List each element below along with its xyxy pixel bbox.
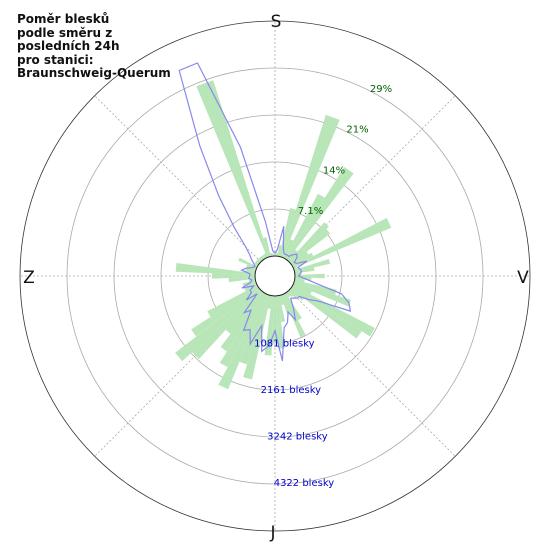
percent-bar bbox=[289, 288, 304, 301]
percent-bar bbox=[285, 167, 354, 261]
percent-bar bbox=[284, 193, 325, 260]
percent-bar bbox=[196, 80, 269, 258]
count-tick-label: 3242 blesky bbox=[267, 431, 328, 442]
direction-labels: S V J Z bbox=[23, 12, 529, 543]
center-circle bbox=[254, 255, 296, 297]
percent-bar bbox=[256, 259, 261, 264]
count-tick-label: 4322 blesky bbox=[274, 478, 335, 489]
percent-bars bbox=[175, 80, 392, 390]
percent-bar bbox=[292, 217, 392, 269]
percent-tick-label: 7.1% bbox=[298, 206, 323, 217]
chart-title-line-5: Braunschweig-Querum bbox=[17, 66, 171, 80]
direction-west-label: Z bbox=[23, 268, 35, 288]
percent-bar bbox=[272, 296, 278, 343]
percent-bar bbox=[285, 291, 291, 298]
percent-bar bbox=[191, 289, 262, 360]
percent-bar bbox=[270, 252, 273, 257]
direction-south-label: J bbox=[269, 523, 275, 543]
chart-title-line-2: podle směru z bbox=[17, 25, 113, 40]
percent-bar bbox=[175, 263, 256, 276]
count-line bbox=[178, 62, 352, 362]
count-tick-label: 1081 blesky bbox=[254, 338, 315, 349]
percent-bar bbox=[279, 295, 284, 306]
grid-ring bbox=[207, 208, 343, 344]
count-tick-label: 2161 blesky bbox=[261, 385, 322, 396]
percent-bar bbox=[275, 295, 285, 349]
percent-tick-label: 14% bbox=[323, 165, 345, 176]
chart-title-line-3: posledních 24h bbox=[17, 39, 120, 53]
count-line-series bbox=[178, 62, 352, 362]
percent-bar bbox=[272, 253, 275, 257]
percent-bar bbox=[293, 282, 351, 307]
percent-bar bbox=[246, 282, 257, 288]
percent-bar bbox=[220, 291, 265, 352]
percent-bar bbox=[175, 288, 261, 362]
percent-bar bbox=[294, 267, 315, 274]
percent-bar bbox=[281, 294, 291, 314]
percent-bar bbox=[263, 253, 268, 259]
percent-bar bbox=[277, 245, 282, 257]
percent-bar bbox=[288, 222, 329, 263]
percent-bar bbox=[294, 278, 305, 283]
direction-north-label: S bbox=[271, 12, 282, 32]
percent-bar bbox=[282, 239, 294, 259]
percent-tick-label: 29% bbox=[370, 84, 392, 95]
percent-bar bbox=[292, 283, 312, 295]
grid-spoke bbox=[288, 95, 456, 263]
percent-bar bbox=[291, 285, 375, 337]
percent-tick-label: 21% bbox=[346, 125, 368, 136]
percent-bar bbox=[287, 290, 293, 298]
grid bbox=[19, 20, 531, 532]
percent-bar bbox=[254, 261, 260, 266]
percent-bar bbox=[253, 263, 259, 267]
percent-bar bbox=[281, 114, 340, 258]
percent-bar bbox=[207, 285, 259, 317]
percent-bar bbox=[290, 251, 309, 266]
percent-bar bbox=[267, 295, 273, 309]
chart-title: Poměr blesků podle směru z posledních 24… bbox=[17, 12, 171, 81]
outer-ring bbox=[19, 20, 531, 532]
percent-bar bbox=[218, 293, 268, 390]
percent-bar bbox=[263, 237, 271, 257]
percent-bar bbox=[243, 295, 271, 380]
grid-spoke bbox=[94, 95, 262, 263]
percent-bar bbox=[289, 228, 331, 264]
percent-bar bbox=[191, 286, 260, 337]
percent-bar bbox=[239, 294, 269, 365]
percent-bar bbox=[294, 259, 331, 272]
percent-bar bbox=[219, 292, 266, 368]
percent-bar bbox=[260, 255, 265, 261]
center-hole bbox=[254, 255, 296, 297]
tick-labels: 7.1% 14% 21% 29% 1081 blesky 2161 blesky 3242 … bbox=[254, 84, 392, 489]
direction-east-label: V bbox=[517, 268, 529, 288]
percent-bar bbox=[238, 257, 258, 269]
grid-spoke bbox=[288, 289, 456, 457]
percent-bar bbox=[293, 267, 298, 270]
percent-bar bbox=[264, 295, 275, 356]
percent-bar bbox=[257, 258, 262, 263]
percent-bar bbox=[212, 273, 255, 279]
percent-bar bbox=[294, 280, 337, 295]
grid-spoke bbox=[94, 289, 262, 457]
percent-bar bbox=[277, 295, 286, 323]
chart-title-line-4: pro stanici: bbox=[17, 52, 94, 67]
percent-bar bbox=[275, 252, 278, 257]
percent-bar bbox=[274, 254, 276, 256]
percent-bar bbox=[262, 254, 266, 260]
chart-title-line-1: Poměr blesků bbox=[17, 12, 110, 26]
percent-bar bbox=[258, 257, 263, 262]
percent-bar bbox=[288, 289, 298, 299]
